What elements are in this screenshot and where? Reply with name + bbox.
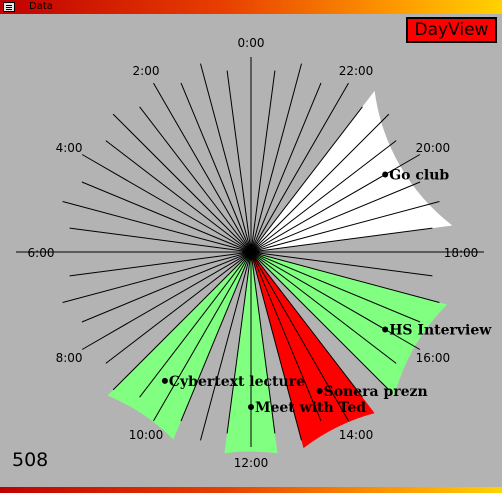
clock-spoke [250,251,302,441]
event-marker [161,377,168,384]
clock-spoke [250,251,397,364]
hour-label: 2:00 [133,64,160,78]
title-bar[interactable]: Data [0,0,502,14]
clock-spoke [105,251,252,364]
window-title: Data [29,1,53,12]
clock-spoke [250,140,397,253]
event-label[interactable]: Cybertext lecture [169,374,305,390]
clock-spoke [250,70,276,253]
hour-label: 6:00 [28,246,55,260]
clock-spoke [250,82,322,253]
clock-spoke [250,251,421,350]
hour-label: 18:00 [444,246,479,260]
clock-spoke [250,251,349,422]
clock-spoke [139,251,252,398]
clock-spoke [69,227,252,253]
clock-spoke [81,251,252,350]
clock-spoke [81,251,252,323]
clock-spoke [200,63,252,253]
event-label[interactable]: Go club [389,168,449,184]
system-menu-icon[interactable] [3,2,15,12]
clock-spoke [62,251,252,303]
clock-spoke [180,251,252,422]
hour-label: 12:00 [234,456,269,470]
clock-spoke [250,154,421,253]
clock-spoke [250,82,349,253]
clock-spoke [81,181,252,253]
clock-spoke [250,227,433,253]
hour-label: 22:00 [339,64,374,78]
clock-spoke [69,251,252,277]
clock-spoke [250,106,363,253]
clock-spoke [250,251,440,303]
clock-spoke [62,201,252,253]
clock-spoke [153,82,252,253]
clock-spoke [180,82,252,253]
clock-spoke [250,201,440,253]
clock-spoke [250,251,322,422]
event-marker [248,404,254,410]
clock-spoke [250,251,390,391]
event-sector[interactable] [251,252,375,449]
clock-spoke [139,106,252,253]
clock-spoke [105,140,252,253]
hour-label: 8:00 [56,351,83,365]
clock-spoke [153,251,252,422]
clock-spoke [250,251,363,398]
clock-spoke [250,181,421,253]
hour-label: 20:00 [416,141,451,155]
event-label[interactable]: Sonera prezn [324,384,428,400]
bottom-border [0,487,502,493]
clock-spoke [250,251,433,277]
clock-spoke [112,113,252,253]
event-marker [316,388,323,394]
event-marker [382,171,389,178]
clock-spoke [81,154,252,253]
event-label[interactable]: Meet with Ted [255,400,366,416]
hour-label: 0:00 [238,36,265,50]
hour-label: 4:00 [56,141,83,155]
clock-spoke [112,251,252,391]
clock-spoke [226,70,252,253]
hour-label: 16:00 [416,351,451,365]
clock-hub [248,249,254,255]
hour-label: 10:00 [129,428,164,442]
hour-label: 14:00 [339,428,374,442]
counter-value: 508 [12,449,49,471]
clock-spoke [250,251,276,434]
clock-spoke [250,113,390,253]
clock-spoke [226,251,252,434]
clock-spoke [250,251,421,323]
clock-spoke [250,63,302,253]
event-marker [382,326,389,333]
event-label[interactable]: HS Interview [389,323,492,339]
dayview-button[interactable]: DayView [406,17,497,43]
clock-spoke [200,251,252,441]
event-sector[interactable] [251,252,448,396]
